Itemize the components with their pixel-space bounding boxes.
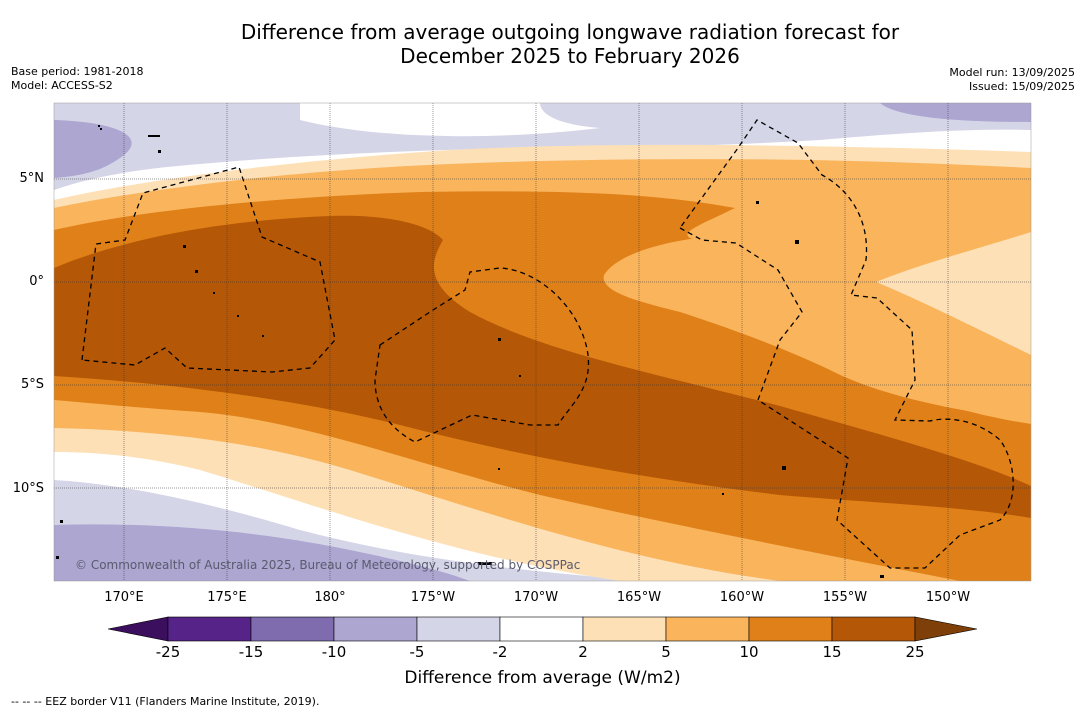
colorbar-segment: [665, 616, 750, 642]
colorbar-segment: [499, 616, 584, 642]
lon-label: 160°W: [719, 590, 765, 605]
lon-label: 170°E: [104, 590, 144, 605]
title-line-1: Difference from average outgoing longwav…: [240, 20, 900, 44]
colorbar-tick-label: -2: [492, 643, 508, 661]
colorbar-tick-label: -25: [155, 643, 181, 661]
base-period: Base period: 1981-2018: [11, 65, 144, 78]
colorbar-segment: [582, 616, 667, 642]
meta-left: Base period: 1981-2018 Model: ACCESS-S2: [11, 65, 143, 93]
lon-label: 150°W: [925, 590, 971, 605]
colorbar-tick-label: 5: [661, 643, 671, 661]
colorbar-segment: [748, 616, 833, 642]
eez-legend: -- -- -- EEZ border V11 (Flanders Marine…: [11, 695, 320, 708]
colorbar-extend-high: [914, 616, 978, 642]
colorbar-segment: [831, 616, 916, 642]
lat-label: 5°N: [19, 171, 45, 186]
lat-label: 0°: [29, 274, 44, 289]
eez-border-west: [81, 166, 336, 373]
meta-right: Model run: 13/09/2025 Issued: 15/09/2025: [949, 66, 1075, 94]
band-ne-neg10: [880, 103, 1031, 122]
map-frame: [53, 102, 1032, 582]
colorbar-tick-label: -10: [321, 643, 347, 661]
colorbar-label: Difference from average (W/m2): [404, 668, 681, 688]
band-pos5-pocket: [876, 232, 1031, 355]
issued-date: Issued: 15/09/2025: [968, 80, 1075, 93]
graticule: [54, 103, 1031, 581]
lon-label: 170°W: [513, 590, 559, 605]
colorbar: [107, 616, 978, 642]
islands: [56, 125, 884, 578]
chart-title: Difference from average outgoing longwav…: [0, 20, 1085, 68]
colorbar-tick-label: 15: [822, 643, 842, 661]
colorbar-segment: [333, 616, 418, 642]
band-south-neg10: [54, 524, 470, 581]
colorbar-tick-label: 25: [905, 643, 925, 661]
eez-border-central: [374, 267, 590, 443]
credit-text: © Commonwealth of Australia 2025, Bureau…: [75, 558, 581, 572]
lon-label: 165°W: [616, 590, 662, 605]
model-name: Model: ACCESS-S2: [11, 79, 113, 92]
colorbar-segment: [167, 616, 252, 642]
colorbar-tick-label: -5: [409, 643, 425, 661]
title-line-2: December 2025 to February 2026: [400, 44, 740, 68]
lon-label: 175°W: [410, 590, 456, 605]
lon-label: 155°W: [822, 590, 868, 605]
lon-label: 180°: [314, 590, 346, 605]
colorbar-segment: [250, 616, 335, 642]
colorbar-tick-label: 2: [578, 643, 588, 661]
eez-border-east: [679, 119, 1014, 569]
lat-label: 5°S: [20, 377, 44, 392]
band-pos15: [54, 215, 1031, 519]
eez-borders: [81, 119, 1014, 569]
band-north-neg10: [54, 120, 132, 178]
colorbar-tick-label: -15: [238, 643, 264, 661]
model-run: Model run: 13/09/2025: [949, 66, 1075, 79]
colorbar-tick-label: 10: [739, 643, 759, 661]
band-white-nw: [300, 103, 600, 137]
colorbar-extend-low: [107, 616, 169, 642]
lat-label: 10°S: [12, 481, 44, 496]
colorbar-segment: [416, 616, 501, 642]
lon-label: 175°E: [207, 590, 247, 605]
map-field: [54, 103, 1031, 581]
